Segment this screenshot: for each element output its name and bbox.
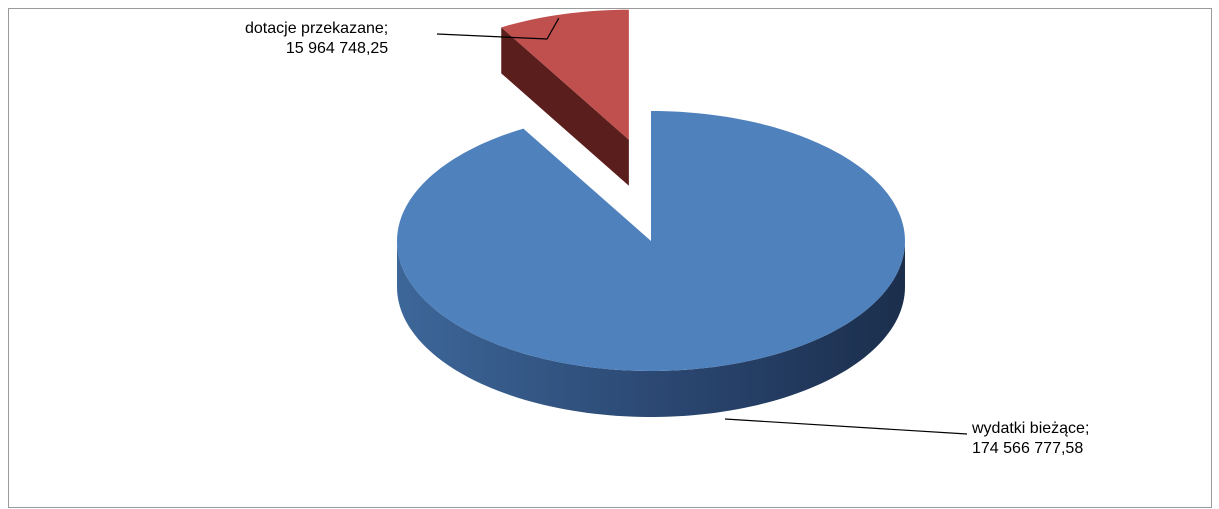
- label-name: wydatki bieżące;: [972, 420, 1090, 437]
- data-label-wydatki-biezace: wydatki bieżące; 174 566 777,58: [972, 419, 1089, 459]
- label-value: 174 566 777,58: [972, 440, 1084, 457]
- label-value: 15 964 748,25: [285, 40, 389, 57]
- slice-wydatki-biezace: [397, 111, 905, 371]
- pie-layer: [397, 9, 905, 417]
- slice-side-wydatki-biezace: [397, 241, 905, 417]
- pie-chart: [397, 9, 968, 435]
- slice-dotacje-przekazane: [501, 9, 629, 140]
- label-name: dotacje przekazane;: [245, 20, 389, 37]
- chart-frame: dotacje przekazane; 15 964 748,25 wydatk…: [8, 8, 1212, 508]
- leader-line-wydatki-biezace: [724, 418, 968, 435]
- data-label-dotacje-przekazane: dotacje przekazane; 15 964 748,25: [245, 19, 388, 59]
- slice-side-dotacje-przekazane: [501, 27, 629, 186]
- leader-line-dotacje-przekazane: [436, 17, 560, 40]
- leader-lines: [436, 17, 968, 435]
